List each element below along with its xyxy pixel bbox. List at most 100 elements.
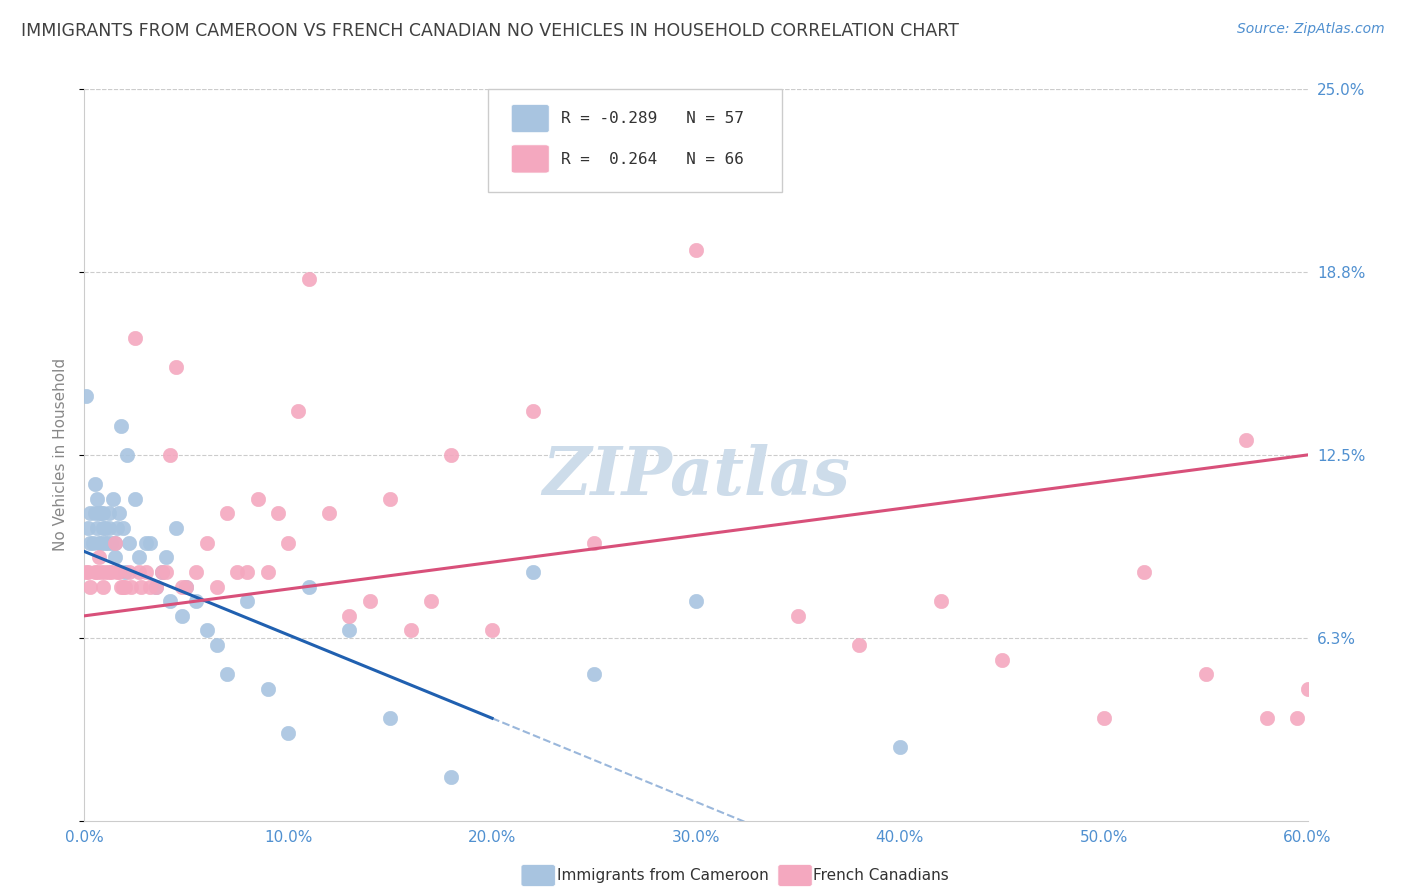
Point <box>522 404 544 418</box>
Point <box>159 594 181 608</box>
Point <box>287 404 309 418</box>
Point <box>138 580 160 594</box>
Point <box>135 535 157 549</box>
Point <box>83 565 105 579</box>
Point <box>380 491 402 506</box>
Point <box>131 580 153 594</box>
Point <box>399 624 422 638</box>
Point <box>195 535 218 549</box>
Point <box>86 491 108 506</box>
Point <box>318 507 340 521</box>
Point <box>150 565 173 579</box>
Point <box>174 580 197 594</box>
Point <box>583 535 606 549</box>
Point <box>108 565 131 579</box>
Point <box>359 594 381 608</box>
Text: R = -0.289   N = 57: R = -0.289 N = 57 <box>561 112 744 127</box>
Point <box>1296 681 1319 696</box>
Point <box>217 667 239 681</box>
Point <box>118 535 141 549</box>
Point <box>298 580 321 594</box>
Text: ZIPatlas: ZIPatlas <box>543 444 849 509</box>
Point <box>172 608 194 623</box>
Point <box>138 535 160 549</box>
Point <box>172 580 194 594</box>
Point <box>93 565 117 579</box>
Point <box>112 580 135 594</box>
Point <box>150 565 173 579</box>
Point <box>440 770 463 784</box>
Point <box>101 491 124 506</box>
Point <box>145 580 167 594</box>
Point <box>685 243 707 257</box>
FancyBboxPatch shape <box>778 864 813 887</box>
Point <box>380 711 402 725</box>
Point <box>889 740 911 755</box>
Point <box>174 580 197 594</box>
Point <box>1092 711 1115 725</box>
Point <box>86 521 108 535</box>
Point <box>246 491 269 506</box>
Point <box>186 594 208 608</box>
Point <box>115 448 138 462</box>
Point <box>93 535 117 549</box>
Point <box>90 507 112 521</box>
Point <box>159 448 181 462</box>
Point <box>83 477 105 491</box>
Point <box>257 681 280 696</box>
Point <box>75 565 97 579</box>
Point <box>787 608 810 623</box>
Point <box>420 594 443 608</box>
Point <box>79 580 101 594</box>
Point <box>90 535 112 549</box>
Point <box>257 565 280 579</box>
Point <box>118 565 141 579</box>
Point <box>87 550 110 565</box>
Point <box>186 565 208 579</box>
Point <box>440 448 463 462</box>
Point <box>87 507 110 521</box>
Point <box>205 580 228 594</box>
Point <box>104 550 127 565</box>
Point <box>83 507 105 521</box>
Text: Immigrants from Cameroon: Immigrants from Cameroon <box>557 868 768 883</box>
Point <box>155 550 177 565</box>
Point <box>97 521 120 535</box>
Point <box>112 521 135 535</box>
Point <box>236 594 259 608</box>
Point <box>87 535 110 549</box>
Point <box>79 535 101 549</box>
Point <box>1133 565 1156 579</box>
FancyBboxPatch shape <box>488 89 782 192</box>
Text: French Canadians: French Canadians <box>814 868 949 883</box>
Point <box>267 507 290 521</box>
Point <box>108 507 131 521</box>
Point <box>1256 711 1278 725</box>
Point <box>124 331 146 345</box>
Point <box>105 565 128 579</box>
Point <box>97 507 120 521</box>
Point <box>298 272 321 286</box>
Point <box>104 535 127 549</box>
Point <box>339 624 361 638</box>
Point <box>522 565 544 579</box>
Point <box>644 155 666 169</box>
Y-axis label: No Vehicles in Household: No Vehicles in Household <box>53 359 69 551</box>
Point <box>583 667 606 681</box>
Point <box>91 580 114 594</box>
Point <box>929 594 952 608</box>
Point <box>93 521 117 535</box>
Point <box>339 608 361 623</box>
Point <box>217 507 239 521</box>
Point <box>86 565 108 579</box>
Point <box>205 638 228 652</box>
Point <box>114 580 136 594</box>
Point <box>91 521 114 535</box>
Point <box>77 521 100 535</box>
Point <box>128 550 150 565</box>
Point <box>165 521 187 535</box>
Point <box>277 726 299 740</box>
Point <box>100 535 122 549</box>
Point <box>100 565 122 579</box>
Point <box>481 624 503 638</box>
